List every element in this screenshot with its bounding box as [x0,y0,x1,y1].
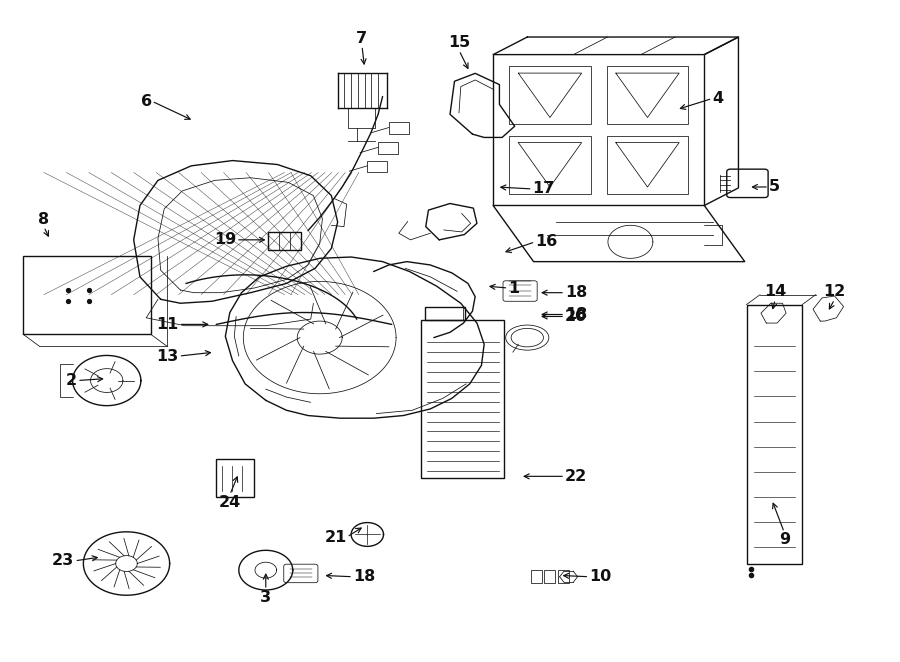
Text: 12: 12 [824,284,846,299]
Bar [746,305,802,563]
Bar [378,142,398,154]
Text: 19: 19 [214,232,236,248]
Bar [421,320,504,478]
Text: 23: 23 [52,553,75,569]
Text: 6: 6 [140,93,152,109]
Text: 22: 22 [565,469,588,484]
Text: 18: 18 [565,285,588,300]
Bar [544,570,555,583]
Bar [558,570,569,583]
Text: 4: 4 [713,91,724,106]
Text: 17: 17 [533,181,555,197]
Text: 5: 5 [769,179,780,195]
Text: 16: 16 [536,234,558,250]
Bar [367,161,387,173]
Bar [607,66,688,124]
Text: 7: 7 [356,30,367,46]
Text: 9: 9 [778,532,790,547]
Text: 15: 15 [448,35,470,50]
Text: 18: 18 [565,307,588,322]
Text: 2: 2 [66,373,77,388]
Text: 13: 13 [157,349,178,363]
Text: 11: 11 [157,317,178,332]
Bar [268,232,301,250]
Text: 20: 20 [565,309,588,324]
Text: 24: 24 [219,495,241,510]
Text: 14: 14 [764,284,787,299]
Bar [509,136,590,193]
Text: 10: 10 [590,569,611,585]
Bar [425,307,465,320]
Bar [531,570,542,583]
Text: 3: 3 [260,590,271,605]
Bar [607,136,688,193]
Text: 18: 18 [353,569,375,585]
Text: 8: 8 [39,212,50,226]
Bar [23,256,151,334]
Bar [389,122,409,134]
Text: 21: 21 [324,530,346,545]
Bar [509,66,590,124]
Text: 1: 1 [508,281,519,295]
Bar [216,459,254,497]
